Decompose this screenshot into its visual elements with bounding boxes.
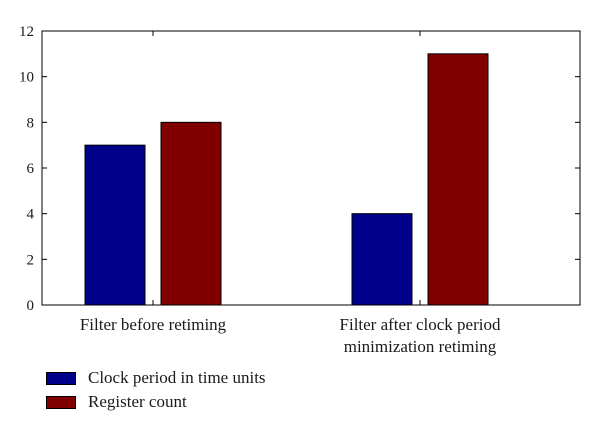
bars	[84, 53, 489, 306]
y-tick-label: 6	[27, 161, 35, 177]
legend: Clock period in time units Register coun…	[46, 366, 266, 414]
legend-label-clock-period: Clock period in time units	[88, 368, 266, 387]
bar-clock-period-1	[351, 213, 413, 306]
bar-register-count-1	[427, 53, 489, 306]
category-label: Filter after clock period minimization re…	[340, 315, 501, 356]
x-axis-ticks	[152, 31, 421, 305]
legend-item-clock-period: Clock period in time units	[46, 366, 266, 390]
y-tick-label: 12	[19, 24, 34, 40]
y-tick-label: 10	[19, 70, 34, 86]
y-tick-label: 0	[27, 298, 35, 314]
category-labels: Filter before retiming Filter after clock…	[80, 315, 501, 356]
bar-register-count-0	[160, 121, 222, 306]
y-axis-ticks: 0 2 4 6 8 10 12	[19, 24, 580, 314]
legend-label-register-count: Register count	[88, 392, 187, 411]
y-tick-label: 4	[27, 207, 35, 223]
y-tick-label: 2	[27, 252, 35, 268]
category-label: Filter before retiming	[80, 315, 227, 334]
legend-swatch-clock-period	[46, 371, 76, 385]
bar-clock-period-0	[84, 144, 146, 306]
legend-item-register-count: Register count	[46, 390, 266, 414]
legend-swatch-register-count	[46, 395, 76, 409]
y-tick-label: 8	[27, 115, 35, 131]
